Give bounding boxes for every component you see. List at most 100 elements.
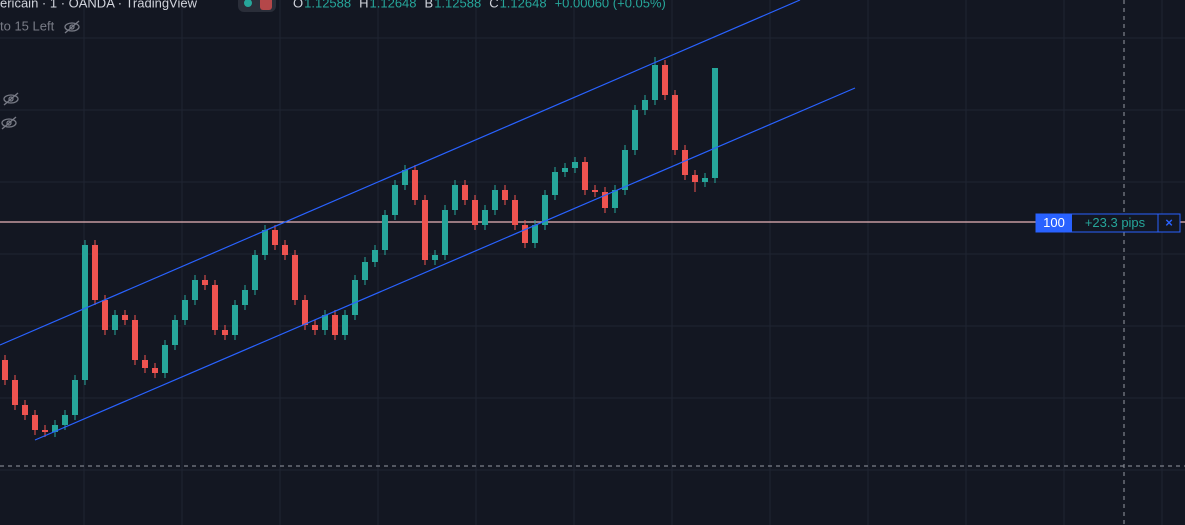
candle-body	[122, 315, 128, 320]
candle-body	[272, 230, 278, 245]
candle-body	[362, 262, 368, 280]
candle-body	[282, 245, 288, 255]
candle-body	[22, 405, 28, 415]
candle-body	[212, 285, 218, 330]
candle-body	[312, 325, 318, 330]
candle-body	[652, 65, 658, 100]
candle-body	[422, 200, 428, 260]
candle-body	[192, 280, 198, 300]
position-label: 100 +23.3 pips ×	[1035, 213, 1181, 233]
candles	[2, 57, 718, 437]
candle-body	[182, 300, 188, 320]
candle-body	[612, 190, 618, 208]
quantity: 100	[1043, 215, 1065, 230]
close-button[interactable]: ×	[1165, 215, 1173, 230]
candle-body	[532, 225, 538, 243]
candle-body	[452, 185, 458, 210]
candle-body	[662, 65, 668, 95]
candle-body	[542, 195, 548, 225]
candle-body	[82, 245, 88, 380]
quantity-box	[1036, 214, 1072, 232]
candle-body	[302, 300, 308, 325]
eye-icon[interactable]	[3, 92, 19, 106]
candle-body	[352, 280, 358, 315]
candle-body	[372, 250, 378, 262]
candle-body	[472, 200, 478, 225]
candle-body	[172, 320, 178, 345]
candle-body	[52, 425, 58, 432]
indicator-label: to 15 Left	[0, 18, 55, 33]
eye-icon[interactable]	[1, 116, 17, 130]
channel-lower	[34, 87, 856, 441]
candle-body	[702, 178, 708, 182]
candle-body	[432, 255, 438, 260]
ohlc-label: O	[293, 0, 303, 10]
candle-body	[692, 175, 698, 182]
candle-body	[552, 172, 558, 195]
ohlc-value: 1.12588	[434, 0, 481, 10]
candle-body	[382, 215, 388, 250]
candle-body	[502, 190, 508, 200]
candle-body	[522, 225, 528, 243]
candle-body	[322, 315, 328, 330]
candle-body	[562, 168, 568, 172]
candle-body	[222, 330, 228, 335]
toggle-dot	[260, 0, 272, 10]
candle-body	[152, 368, 158, 373]
candle-body	[32, 415, 38, 430]
ohlc-value: 1.12588	[304, 0, 351, 10]
candle-body	[582, 162, 588, 190]
candle-body	[642, 100, 648, 110]
candle-body	[462, 185, 468, 200]
candle-body	[112, 315, 118, 330]
change: +0.00060 (+0.05%)	[555, 0, 666, 10]
ohlc-value: 1.12648	[370, 0, 417, 10]
candle-body	[492, 190, 498, 210]
candle-body	[442, 210, 448, 255]
candle-body	[12, 380, 18, 405]
toggle-dot	[244, 0, 252, 7]
candle-body	[412, 170, 418, 200]
symbol-title: ericain · 1 · OANDA · TradingView	[0, 0, 198, 10]
candle-body	[482, 210, 488, 225]
ohlc: O 1.12588 H 1.12648 B 1.12588 C 1.12648 +0.00060…	[293, 0, 666, 10]
candle-body	[62, 415, 68, 425]
candle-body	[42, 430, 48, 432]
candle-body	[632, 110, 638, 150]
candle-body	[242, 290, 248, 305]
candle-body	[92, 245, 98, 300]
candle-body	[162, 345, 168, 373]
candle-body	[622, 150, 628, 190]
candle-body	[232, 305, 238, 335]
ohlc-value: 1.12648	[500, 0, 547, 10]
candle-body	[252, 255, 258, 290]
candle-body	[592, 190, 598, 192]
candle-body	[602, 192, 608, 208]
candle-body	[262, 230, 268, 255]
candle-body	[712, 68, 718, 178]
ohlc-label: H	[359, 0, 368, 10]
candle-body	[332, 315, 338, 335]
candle-body	[392, 185, 398, 215]
ohlc-label: C	[489, 0, 498, 10]
candle-body	[682, 150, 688, 175]
channel-upper	[0, 0, 801, 346]
candle-body	[512, 200, 518, 225]
pips: +23.3 pips	[1085, 215, 1146, 230]
candle-body	[202, 280, 208, 285]
candle-body	[132, 320, 138, 360]
candle-body	[572, 162, 578, 168]
candle-body	[672, 95, 678, 150]
candle-body	[342, 315, 348, 335]
candle-body	[292, 255, 298, 300]
candle-body	[102, 300, 108, 330]
ohlc-label: B	[425, 0, 434, 10]
candle-body	[72, 380, 78, 415]
eye-icon[interactable]	[64, 20, 80, 34]
candle-body	[142, 360, 148, 368]
candle-body	[2, 360, 8, 380]
candle-body	[402, 170, 408, 185]
